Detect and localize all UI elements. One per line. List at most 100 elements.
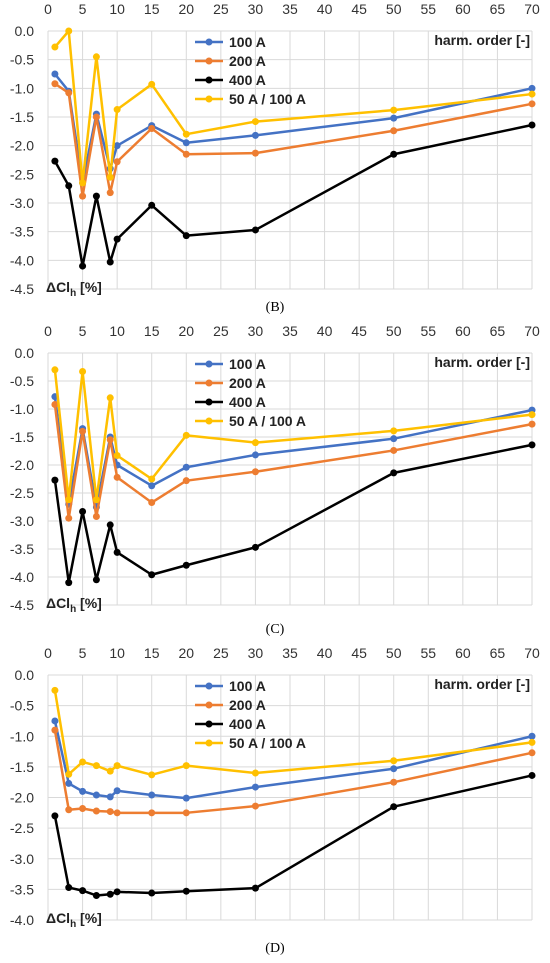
data-point xyxy=(528,84,536,92)
data-point xyxy=(65,579,73,587)
data-point xyxy=(79,758,87,766)
data-point xyxy=(51,726,59,734)
data-point xyxy=(51,401,59,409)
x-tick-label: 50 xyxy=(386,645,402,661)
legend-swatch-marker xyxy=(205,720,213,728)
legend-label: 50 A / 100 A xyxy=(229,413,306,429)
data-point xyxy=(79,427,87,435)
legend-item: 200 A xyxy=(195,375,266,391)
legend-swatch-marker xyxy=(205,701,213,709)
data-point xyxy=(390,150,398,158)
chart-svg-d: 0 5 10 15 20 25 30 35 40 45 50 55 60 65 70 0.0 -0.5 -1.0 -… xyxy=(10,645,540,930)
series-line xyxy=(53,774,533,897)
data-point xyxy=(182,139,190,147)
legend: 100 A 200 A 400 A 50 A / 100 A xyxy=(195,678,306,751)
x-tick-label: 15 xyxy=(144,1,160,17)
legend-swatch-marker xyxy=(205,379,213,387)
x-tick-label: 30 xyxy=(248,645,264,661)
series-50-a-100-a xyxy=(51,27,536,187)
data-point xyxy=(182,150,190,158)
legend-swatch-marker xyxy=(205,57,213,65)
data-point xyxy=(51,366,59,374)
data-point xyxy=(51,70,59,78)
y-tick-label: -2.5 xyxy=(10,820,34,836)
data-point xyxy=(251,226,259,234)
series-50-a-100-a xyxy=(51,686,536,779)
data-point xyxy=(79,507,87,515)
data-point xyxy=(148,791,156,799)
data-point xyxy=(182,809,190,817)
y-tick-label: -0.5 xyxy=(10,52,34,68)
x-tick-label: 70 xyxy=(524,645,540,661)
y-axis-label-unit: [%] xyxy=(76,595,102,611)
x-tick-label: 65 xyxy=(490,645,506,661)
data-point xyxy=(65,806,73,814)
data-point xyxy=(51,476,59,484)
legend-label: 200 A xyxy=(229,697,266,713)
data-point xyxy=(51,812,59,820)
series-400-a xyxy=(51,121,536,270)
data-point xyxy=(113,787,121,795)
data-point xyxy=(113,235,121,243)
x-tick-label: 35 xyxy=(282,1,298,17)
series-400-a xyxy=(51,441,536,587)
data-point xyxy=(148,482,156,490)
x-tick-label: 5 xyxy=(79,323,87,339)
gridlines xyxy=(47,352,533,606)
y-tick-label: -3.0 xyxy=(10,851,34,867)
legend-item: 100 A xyxy=(195,678,266,694)
x-tick-label: 20 xyxy=(178,1,194,17)
x-axis-label: harm. order [-] xyxy=(434,354,530,370)
chart-panel-b: 0 5 10 15 20 25 30 35 40 45 50 55 60 65 70 0.0 -0.5 -1.0 -… xyxy=(0,0,550,299)
data-point xyxy=(528,121,536,129)
data-point xyxy=(106,436,114,444)
data-point xyxy=(113,888,121,896)
data-point xyxy=(390,435,398,443)
x-tick-label: 40 xyxy=(317,1,333,17)
x-tick-label: 35 xyxy=(282,645,298,661)
data-point xyxy=(92,53,100,61)
data-point xyxy=(92,192,100,200)
x-tick-label: 65 xyxy=(490,1,506,17)
x-tick-label: 65 xyxy=(490,323,506,339)
legend-swatch-marker xyxy=(205,682,213,690)
data-point xyxy=(528,441,536,449)
legend-item: 100 A xyxy=(195,34,266,50)
y-tick-label: -0.5 xyxy=(10,698,34,714)
y-tick-label: 0.0 xyxy=(15,667,35,683)
y-axis-label: ΔClh [%] xyxy=(46,279,102,299)
legend-swatch-marker xyxy=(205,360,213,368)
data-point xyxy=(528,738,536,746)
x-tick-label: 40 xyxy=(317,323,333,339)
legend-label: 400 A xyxy=(229,716,266,732)
data-point xyxy=(148,499,156,507)
x-tick-label: 15 xyxy=(144,323,160,339)
y-tick-label: -2.5 xyxy=(10,166,34,182)
y-tick-label: -1.0 xyxy=(10,401,34,417)
data-point xyxy=(65,779,73,787)
data-point xyxy=(390,757,398,765)
data-point xyxy=(251,439,259,447)
series-line xyxy=(53,690,533,777)
x-tick-label: 25 xyxy=(213,645,229,661)
legend-swatch-marker xyxy=(205,38,213,46)
y-tick-label: 0.0 xyxy=(15,345,35,361)
data-point xyxy=(106,189,114,197)
data-point xyxy=(251,131,259,139)
data-point xyxy=(182,431,190,439)
data-point xyxy=(92,576,100,584)
series-200-a xyxy=(51,80,536,200)
data-point xyxy=(113,762,121,770)
data-point xyxy=(251,149,259,157)
data-point xyxy=(148,201,156,209)
y-tick-label: -1.5 xyxy=(10,759,34,775)
data-point xyxy=(182,887,190,895)
y-tick-label: -4.5 xyxy=(10,281,34,297)
legend-item: 50 A / 100 A xyxy=(195,413,306,429)
legend-swatch-marker xyxy=(205,95,213,103)
y-axis-label: ΔClh [%] xyxy=(46,910,102,930)
data-point xyxy=(528,90,536,98)
data-point xyxy=(390,469,398,477)
x-tick-label: 70 xyxy=(524,1,540,17)
data-point xyxy=(182,463,190,471)
